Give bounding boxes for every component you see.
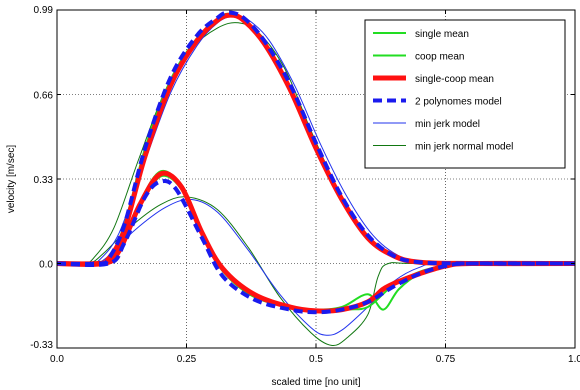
y-tick-label: 0.0 bbox=[39, 260, 53, 271]
y-tick-label: 0.99 bbox=[34, 5, 54, 16]
legend-label: min jerk model bbox=[415, 119, 480, 130]
x-axis-label: scaled time [no unit] bbox=[272, 377, 361, 388]
y-tick-label: 0.66 bbox=[34, 91, 54, 102]
x-tick-label: 0.25 bbox=[177, 354, 197, 365]
x-tick-label: 0.75 bbox=[436, 354, 456, 365]
axis-ticks: 0.0 0.25 0.5 0.75 1.0 -0.33 0.0 0.33 0.66 0.99 bbox=[30, 5, 580, 365]
y-tick-label: -0.33 bbox=[30, 340, 53, 351]
x-tick-label: 1.0 bbox=[568, 354, 580, 365]
legend-box bbox=[364, 19, 566, 169]
legend-label: single mean bbox=[415, 29, 469, 40]
legend-label: 2 polynomes model bbox=[415, 97, 502, 108]
x-tick-label: 0.0 bbox=[50, 354, 64, 365]
series-layer bbox=[56, 10, 576, 347]
legend-label: min jerk normal model bbox=[415, 142, 513, 153]
y-tick-label: 0.33 bbox=[34, 175, 54, 186]
grid-lines bbox=[57, 10, 575, 348]
x-tick-label: 0.5 bbox=[309, 354, 323, 365]
y-axis-label: velocity [m/sec] bbox=[6, 145, 17, 214]
series-line-2-polynomes-model bbox=[56, 10, 576, 266]
series-line-2-polynomes-model bbox=[56, 178, 576, 315]
legend-label: single-coop mean bbox=[415, 74, 494, 85]
legend-label: coop mean bbox=[415, 52, 464, 63]
legend: single mean coop mean single-coop mean 2 po… bbox=[364, 19, 566, 169]
